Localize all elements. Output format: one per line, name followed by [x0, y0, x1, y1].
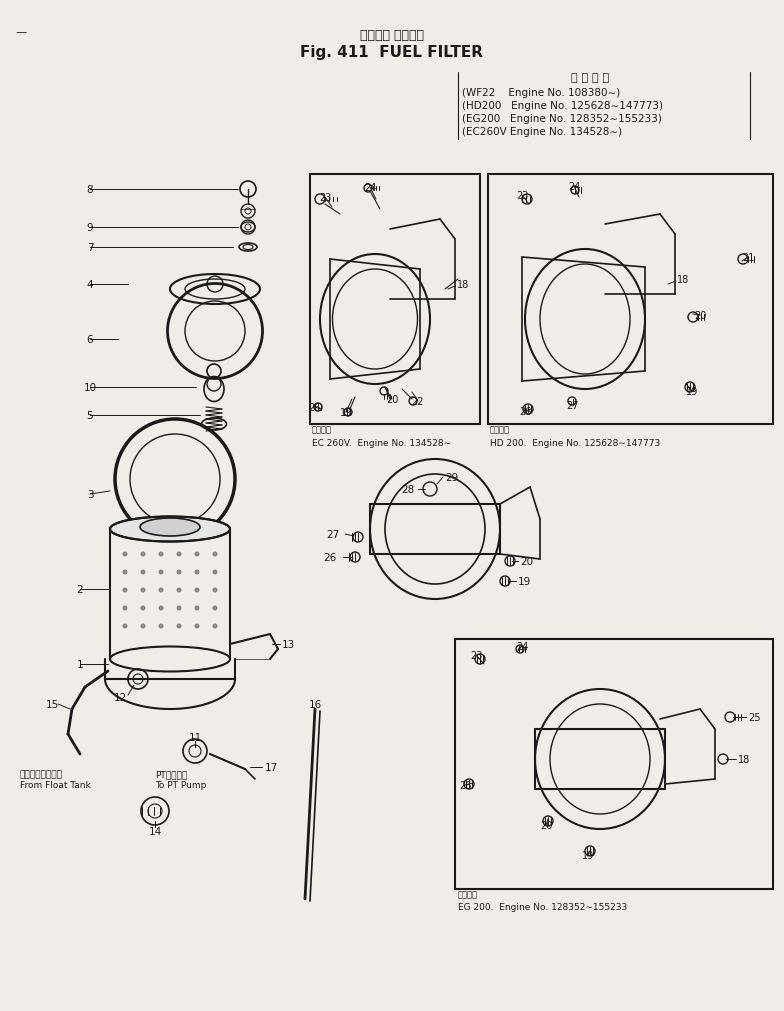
Circle shape: [122, 570, 128, 575]
Text: 24: 24: [364, 183, 376, 193]
Ellipse shape: [110, 517, 230, 542]
Text: 20: 20: [520, 556, 533, 566]
Text: 19: 19: [582, 850, 594, 860]
Circle shape: [212, 570, 217, 575]
Circle shape: [194, 606, 199, 611]
Text: (EC260V Engine No. 134528∼): (EC260V Engine No. 134528∼): [462, 126, 622, 136]
Circle shape: [194, 588, 199, 592]
Circle shape: [158, 606, 164, 611]
Circle shape: [122, 606, 128, 611]
Circle shape: [176, 570, 182, 575]
Text: PTポンプへ
To PT Pump: PTポンプへ To PT Pump: [155, 769, 206, 789]
Text: 3: 3: [87, 489, 93, 499]
Text: 4: 4: [87, 280, 93, 290]
Circle shape: [176, 588, 182, 592]
Text: 17: 17: [265, 762, 278, 772]
Ellipse shape: [140, 519, 200, 537]
Text: 28: 28: [401, 484, 415, 494]
Text: 7: 7: [87, 243, 93, 253]
Circle shape: [122, 588, 128, 592]
Text: 21: 21: [742, 253, 754, 263]
Text: 26: 26: [459, 780, 471, 791]
Text: 9: 9: [87, 222, 93, 233]
Text: 14: 14: [148, 826, 162, 836]
Circle shape: [158, 588, 164, 592]
Text: 20: 20: [540, 820, 552, 830]
Circle shape: [122, 552, 128, 557]
Text: 20: 20: [694, 310, 706, 320]
Text: 8: 8: [87, 185, 93, 195]
Text: 5: 5: [87, 410, 93, 421]
Circle shape: [140, 624, 146, 629]
Text: EG 200.  Engine No. 128352∼155233: EG 200. Engine No. 128352∼155233: [458, 903, 627, 912]
Text: (EG200   Engine No. 128352∼155233): (EG200 Engine No. 128352∼155233): [462, 114, 662, 124]
Circle shape: [212, 552, 217, 557]
Text: フェエル フィルタ: フェエル フィルタ: [360, 28, 424, 41]
Text: EC 260V.  Engine No. 134528∼: EC 260V. Engine No. 134528∼: [312, 438, 451, 447]
Text: 25: 25: [748, 713, 760, 722]
Circle shape: [158, 552, 164, 557]
Text: (WF22    Engine No. 108380∼): (WF22 Engine No. 108380∼): [462, 88, 620, 98]
Text: フロータンクから
From Float Tank: フロータンクから From Float Tank: [20, 769, 91, 789]
Circle shape: [140, 552, 146, 557]
Text: 29: 29: [445, 472, 459, 482]
Text: 26: 26: [519, 406, 532, 417]
Text: 適用号等: 適用号等: [312, 425, 332, 434]
Circle shape: [212, 606, 217, 611]
Circle shape: [194, 570, 199, 575]
Circle shape: [194, 552, 199, 557]
Text: 23: 23: [470, 650, 482, 660]
Text: 16: 16: [308, 700, 321, 710]
Text: 18: 18: [677, 275, 689, 285]
Circle shape: [176, 624, 182, 629]
Text: 27: 27: [567, 400, 579, 410]
Text: HD 200.  Engine No. 125628∼147773: HD 200. Engine No. 125628∼147773: [490, 438, 660, 447]
Text: 26: 26: [324, 552, 337, 562]
Circle shape: [140, 606, 146, 611]
Text: 23: 23: [319, 193, 331, 203]
Text: 2: 2: [77, 584, 83, 594]
Text: 24: 24: [516, 641, 528, 651]
Circle shape: [140, 588, 146, 592]
Text: 18: 18: [738, 754, 750, 764]
Text: (HD200   Engine No. 125628∼147773): (HD200 Engine No. 125628∼147773): [462, 101, 663, 111]
Text: 24: 24: [568, 182, 580, 192]
Text: 10: 10: [83, 382, 96, 392]
Circle shape: [158, 570, 164, 575]
Circle shape: [212, 588, 217, 592]
Bar: [455, 639, 773, 889]
Text: 13: 13: [282, 639, 296, 649]
Text: 18: 18: [457, 280, 470, 290]
Bar: [488, 175, 773, 425]
Circle shape: [194, 624, 199, 629]
Text: Fig. 411  FUEL FILTER: Fig. 411 FUEL FILTER: [300, 44, 484, 60]
Text: 26: 26: [308, 402, 320, 412]
Text: 20: 20: [386, 394, 398, 404]
Text: 6: 6: [87, 335, 93, 345]
Circle shape: [158, 624, 164, 629]
Circle shape: [176, 552, 182, 557]
Text: 22: 22: [412, 396, 424, 406]
Text: 11: 11: [188, 732, 201, 742]
Text: 適 用 号 等: 適 用 号 等: [571, 73, 609, 83]
Text: 19: 19: [340, 407, 352, 418]
Text: 19: 19: [518, 576, 532, 586]
Text: —: —: [15, 27, 26, 37]
Circle shape: [122, 624, 128, 629]
Circle shape: [140, 570, 146, 575]
Text: 19: 19: [686, 386, 698, 396]
Text: 15: 15: [45, 700, 59, 710]
Text: 適用号等: 適用号等: [490, 425, 510, 434]
Circle shape: [176, 606, 182, 611]
Bar: [310, 175, 480, 425]
Text: 適用号等: 適用号等: [458, 890, 478, 899]
Text: 12: 12: [114, 693, 127, 703]
Text: 1: 1: [77, 659, 83, 669]
Text: 27: 27: [327, 530, 340, 540]
Circle shape: [212, 624, 217, 629]
Text: 23: 23: [516, 191, 528, 201]
